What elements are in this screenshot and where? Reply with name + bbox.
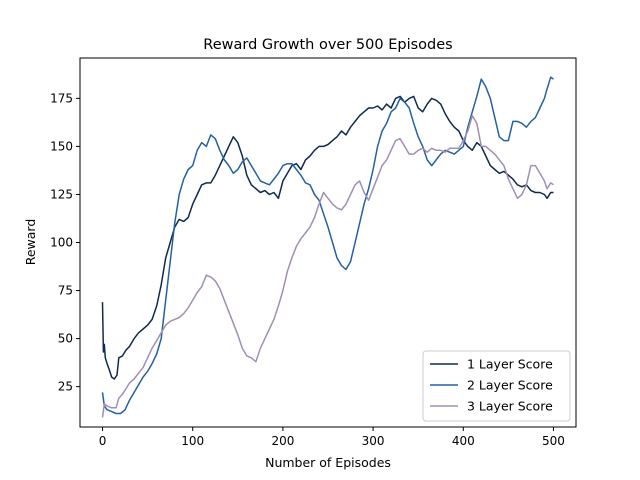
y-axis-label: Reward <box>23 219 38 266</box>
y-tick-label: 100 <box>50 236 73 250</box>
x-tick-label: 100 <box>181 434 204 448</box>
series-line-1 <box>101 95 554 380</box>
y-tick-label: 50 <box>58 332 73 346</box>
x-axis-ticks: 0 100 200 300 400 500 <box>99 427 565 448</box>
chart-title: Reward Growth over 500 Episodes <box>203 37 452 53</box>
x-tick-label: 200 <box>271 434 294 448</box>
y-tick-label: 175 <box>50 91 73 105</box>
x-tick-label: 300 <box>362 434 385 448</box>
x-tick-label: 500 <box>542 434 565 448</box>
y-axis-ticks: 25 50 75 100 125 150 175 <box>50 91 80 394</box>
series-lines <box>101 76 554 418</box>
legend: 1 Layer Score 2 Layer Score 3 Layer Score <box>422 350 571 422</box>
series-line-2 <box>101 76 554 415</box>
y-tick-label: 75 <box>58 284 73 298</box>
x-axis-label: Number of Episodes <box>265 455 391 470</box>
legend-box <box>422 350 571 422</box>
x-tick-label: 400 <box>452 434 475 448</box>
legend-label: 3 Layer Score <box>467 399 553 414</box>
y-tick-label: 150 <box>50 139 73 153</box>
legend-label: 1 Layer Score <box>467 357 553 372</box>
x-tick-label: 0 <box>99 434 107 448</box>
legend-label: 2 Layer Score <box>467 378 553 393</box>
series-line-3 <box>101 114 554 418</box>
y-tick-label: 125 <box>50 187 73 201</box>
y-tick-label: 25 <box>58 380 73 394</box>
